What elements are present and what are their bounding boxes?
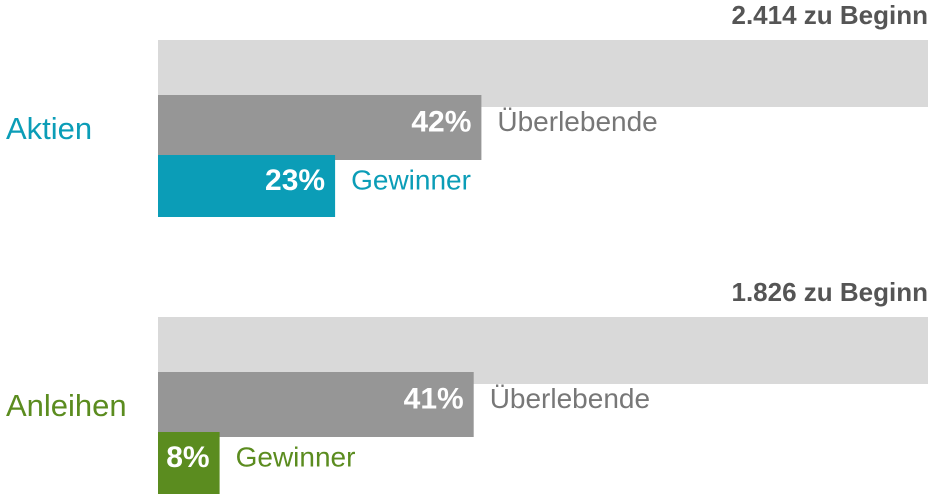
value-label: 42% xyxy=(411,105,471,138)
value-label: 41% xyxy=(404,382,464,415)
value-label: 23% xyxy=(265,164,325,197)
category-label: Anleihen xyxy=(6,388,127,423)
value-label: 8% xyxy=(166,441,209,474)
start-label: 1.826 zu Beginn xyxy=(732,277,929,307)
bar xyxy=(158,432,220,494)
bar xyxy=(158,155,336,217)
bar xyxy=(158,95,482,160)
category-label: Aktien xyxy=(6,111,92,146)
start-label: 2.414 zu Beginn xyxy=(732,0,929,30)
series-label: Gewinner xyxy=(351,164,471,195)
series-label: Überlebende xyxy=(490,383,650,414)
bar xyxy=(158,372,474,437)
series-label: Gewinner xyxy=(236,441,356,472)
series-label: Überlebende xyxy=(497,106,657,137)
